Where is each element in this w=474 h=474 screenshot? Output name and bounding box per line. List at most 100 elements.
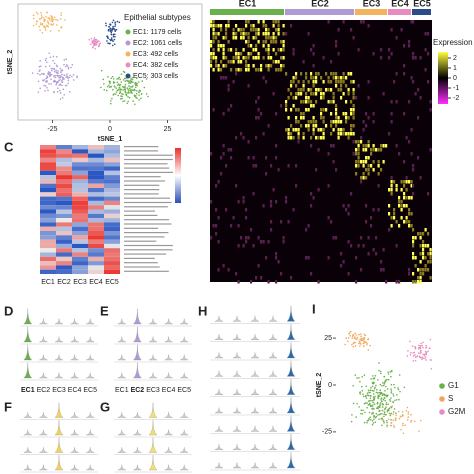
expr-cell (405, 180, 408, 184)
expr-cell (395, 184, 398, 188)
heatmap-cell (88, 170, 104, 176)
expr-cell (267, 28, 270, 32)
cell-dot (376, 401, 379, 404)
cell-dot (43, 20, 46, 23)
expr-cell (380, 168, 383, 172)
cell-dot (106, 40, 108, 42)
cell-dot (110, 33, 113, 36)
violin (23, 344, 33, 361)
cell-dot (56, 90, 59, 93)
expr-cell (240, 28, 243, 32)
cell-dot (44, 90, 46, 92)
expr-cell (282, 64, 285, 68)
expr-cell (257, 68, 260, 72)
cell-dot (124, 88, 127, 91)
expr-cell (327, 76, 330, 80)
expr-cell (372, 52, 375, 56)
cell-dot (67, 82, 69, 85)
expr-cell (312, 52, 315, 56)
cell-dot (39, 60, 41, 62)
heatmap-cell (104, 192, 120, 197)
expr-cell (417, 232, 420, 236)
expr-cell (310, 104, 313, 108)
expr-cell (350, 244, 353, 248)
expr-cell (320, 128, 323, 132)
cell-dot (410, 419, 413, 422)
heatmap-cell (88, 175, 104, 180)
cell-dot (369, 397, 372, 400)
expr-cell (262, 132, 265, 136)
expr-cell (237, 280, 240, 284)
cell-dot (366, 394, 369, 396)
heatmap-cell (72, 261, 88, 266)
cell-dot (387, 403, 389, 406)
cell-dot (360, 333, 362, 335)
cell-dot (107, 42, 109, 44)
cell-dot (361, 375, 364, 378)
heatmap-cell (72, 183, 88, 188)
panel-label: D (4, 303, 13, 318)
expr-cell (267, 32, 270, 36)
cell-dot (143, 86, 146, 89)
cell-dot (67, 79, 70, 82)
cell-dot (41, 72, 43, 75)
expr-cell (330, 88, 333, 92)
expr-cell (414, 256, 417, 260)
expr-cell (347, 88, 350, 92)
expr-cell (395, 244, 398, 248)
expr-cell (317, 128, 320, 132)
expr-cell (312, 132, 315, 136)
row-label-stub (124, 262, 158, 264)
expr-cell (272, 48, 275, 52)
expr-cell (222, 144, 225, 148)
cell-dot (47, 25, 50, 28)
cell-dot (72, 73, 75, 76)
cell-dot (45, 15, 47, 18)
cell-dot (91, 41, 93, 44)
violin (148, 402, 158, 418)
cell-dot (76, 76, 78, 79)
violin (214, 389, 224, 395)
expr-cell (367, 236, 370, 240)
expr-cell (372, 160, 375, 164)
cell-dot (359, 345, 361, 347)
cell-dot (392, 419, 395, 421)
violin (132, 308, 142, 325)
expr-cell (217, 216, 220, 220)
cell-dot (369, 402, 371, 405)
expr-cell (350, 72, 353, 76)
heatmap-cell (40, 196, 56, 201)
cell-dot (379, 413, 382, 415)
cell-dot (66, 65, 69, 67)
expr-cell (242, 32, 245, 36)
cell-dot (63, 59, 66, 61)
cell-dot (367, 404, 370, 406)
expr-cell (290, 108, 293, 112)
expr-cell (422, 232, 425, 236)
cell-dot (60, 70, 62, 72)
violin (268, 370, 278, 377)
heatmap-cell (72, 192, 88, 197)
cell-dot (377, 379, 379, 381)
heatmap-cell (56, 183, 72, 188)
cell-dot (355, 416, 357, 418)
cell-dot (126, 87, 129, 89)
expr-cell (230, 104, 233, 108)
expr-cell (403, 220, 406, 224)
heatmap-cell (56, 252, 72, 257)
expr-cell (398, 280, 401, 284)
violin (117, 372, 126, 379)
expr-cell (403, 44, 406, 48)
expr-cell (307, 224, 310, 228)
expr-cell (245, 60, 248, 64)
cell-dot (60, 14, 62, 16)
expr-cell (240, 36, 243, 40)
cell-dot (360, 343, 362, 345)
heatmap-cell (56, 175, 72, 180)
cell-dot (128, 96, 131, 99)
expr-cell (250, 228, 253, 232)
expr-cell (217, 48, 220, 52)
expr-cell (395, 100, 398, 104)
expr-cell (340, 252, 343, 256)
expr-cell (225, 36, 228, 40)
